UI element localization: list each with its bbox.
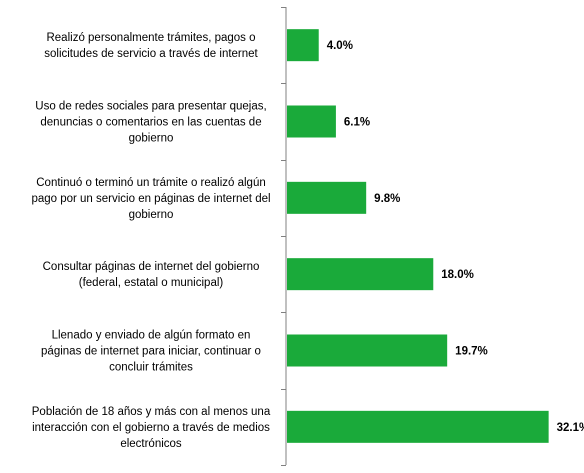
category-tick-label-line: concluir trámites [109, 362, 193, 374]
data-label: 4.0% [327, 40, 353, 52]
category-tick-label: Realizó personalmente trámites, pagos o s… [44, 32, 258, 60]
category-tick-label-line: páginas de internet para iniciar, contin… [41, 346, 261, 358]
bar [287, 258, 434, 291]
category-tick-label: Uso de redes sociales para presentar que… [35, 101, 266, 145]
category-tick-label-line: denuncias o comentarios en las cuentas d… [40, 117, 261, 129]
category-tick-label: Continuó o terminó un trámite o realizó … [31, 177, 270, 221]
bar [287, 105, 336, 138]
category-tick-label-line: Población de 18 años y más con al menos … [32, 406, 271, 418]
category-tick-label-line: interacción con el gobierno a través de … [32, 422, 270, 434]
category-tick-label: Consultar páginas de internet del gobier… [43, 261, 260, 289]
category-tick-label-line: Continuó o terminó un trámite o realizó … [36, 177, 266, 189]
category-tick-label-line: gobierno [129, 209, 174, 221]
data-label: 19.7% [455, 346, 488, 358]
bar [287, 410, 549, 443]
category-tick-label-line: gobierno [129, 133, 174, 145]
category-tick-label-line: electrónicos [120, 438, 182, 450]
data-label: 18.0% [441, 269, 474, 281]
category-tick-label-line: Realizó personalmente trámites, pagos o [46, 32, 255, 44]
category-tick-label-line: (federal, estatal o municipal) [79, 277, 224, 289]
data-label: 6.1% [344, 117, 370, 129]
bar [287, 334, 448, 367]
category-tick-label-line: Uso de redes sociales para presentar que… [35, 101, 266, 113]
bar [287, 181, 367, 214]
data-label: 32.1% [557, 422, 584, 434]
category-tick-label-line: solicitudes de servicio a través de inte… [44, 48, 258, 60]
category-tick-label-line: Consultar páginas de internet del gobier… [43, 261, 260, 273]
category-tick-label: Población de 18 años y más con al menos … [32, 406, 271, 450]
bar [287, 29, 319, 62]
data-label: 9.8% [374, 193, 400, 205]
category-tick-label-line: Llenado y enviado de algún formato en [52, 330, 251, 342]
category-tick-label: Llenado y enviado de algún formato en pág… [41, 330, 261, 374]
category-tick-label-line: pago por un servicio en páginas de inter… [31, 193, 270, 205]
